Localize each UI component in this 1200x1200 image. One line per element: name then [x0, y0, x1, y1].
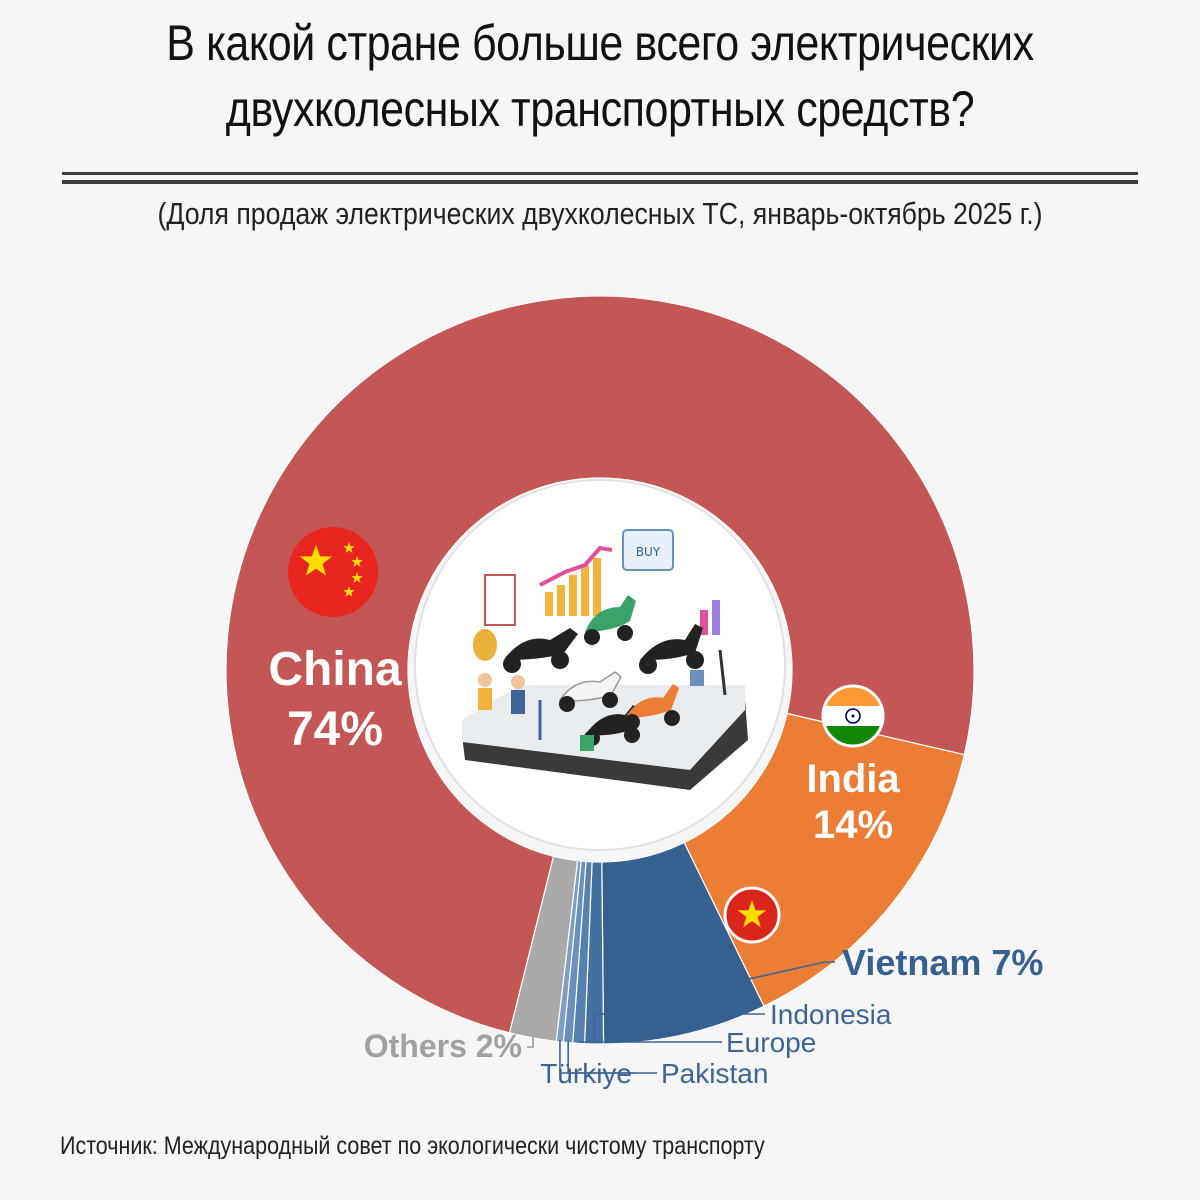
label-turkiye: Türkiye	[540, 1058, 632, 1089]
chart-subtitle: (Доля продаж электрических двухколесных …	[157, 196, 1043, 231]
leader-line-trkiye	[559, 1039, 636, 1074]
leader-line-europe	[577, 1041, 722, 1043]
marketplace-scene-icon: BUY	[462, 529, 748, 790]
source-note: Источник: Международный совет по экологи…	[60, 1132, 765, 1160]
india-flag-icon	[821, 684, 885, 748]
leader-line-indonesia	[593, 1013, 765, 1042]
slice-others	[508, 855, 579, 1043]
value-india: 14%	[813, 803, 893, 847]
value-china: 74%	[287, 703, 383, 756]
label-china: China	[268, 643, 402, 696]
chart-title: В какой стране больше всего электрически…	[84, 10, 1116, 142]
title-line-2: двухколесных транспортных средств?	[225, 81, 975, 137]
label-europe: Europe	[726, 1027, 816, 1058]
center-illustration: BUY	[414, 479, 786, 851]
label-vietnam: Vietnam 7%	[842, 942, 1043, 983]
slice-china	[225, 295, 975, 1034]
vietnam-flag-icon	[723, 886, 781, 944]
label-indonesia: Indonesia	[770, 999, 892, 1030]
leader-line-vietnam	[676, 961, 835, 996]
title-divider-top	[62, 172, 1138, 175]
svg-text:BUY: BUY	[636, 545, 661, 559]
leader-line-others	[527, 1035, 534, 1048]
label-pakistan: Pakistan	[661, 1058, 768, 1089]
label-others: Others 2%	[364, 1028, 522, 1064]
label-india: India	[806, 757, 900, 801]
title-divider-bottom	[62, 180, 1138, 184]
china-flag-icon	[288, 527, 378, 617]
title-line-1: В какой стране больше всего электрически…	[166, 15, 1034, 71]
